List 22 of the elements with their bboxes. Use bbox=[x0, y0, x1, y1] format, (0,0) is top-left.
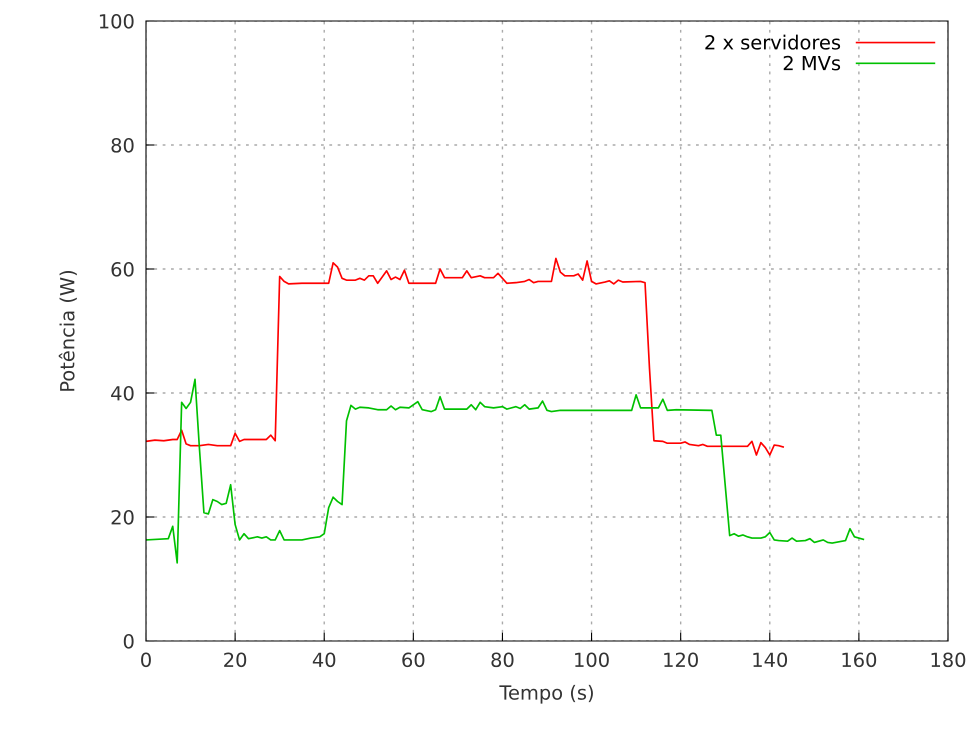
y-tick-label: 80 bbox=[111, 138, 134, 153]
legend-label: 2 MVs bbox=[784, 56, 840, 70]
x-axis-title: Tempo (s) bbox=[499, 684, 593, 704]
x-tick-label: 0 bbox=[141, 652, 151, 668]
x-tick-label: 80 bbox=[491, 652, 514, 668]
y-tick-label: 100 bbox=[100, 14, 134, 29]
y-tick-label: 40 bbox=[111, 386, 134, 401]
y-tick-label: 0 bbox=[124, 634, 134, 649]
x-tick-label: 60 bbox=[402, 652, 424, 668]
x-tick-label: 160 bbox=[842, 652, 876, 668]
x-tick-label: 180 bbox=[932, 652, 966, 668]
line-series bbox=[146, 258, 784, 456]
y-tick-label: 60 bbox=[112, 262, 134, 277]
line-series bbox=[146, 378, 864, 564]
x-tick-label: 100 bbox=[575, 652, 609, 668]
x-tick-label: 20 bbox=[224, 652, 246, 668]
y-tick-label: 20 bbox=[112, 510, 134, 525]
x-tick-label: 40 bbox=[312, 652, 336, 668]
y-axis-title: Potência (W) bbox=[58, 270, 77, 391]
x-tick-label: 120 bbox=[664, 652, 698, 668]
x-tick-label: 140 bbox=[753, 652, 788, 668]
legend-label: 2 x servidores bbox=[705, 34, 840, 50]
